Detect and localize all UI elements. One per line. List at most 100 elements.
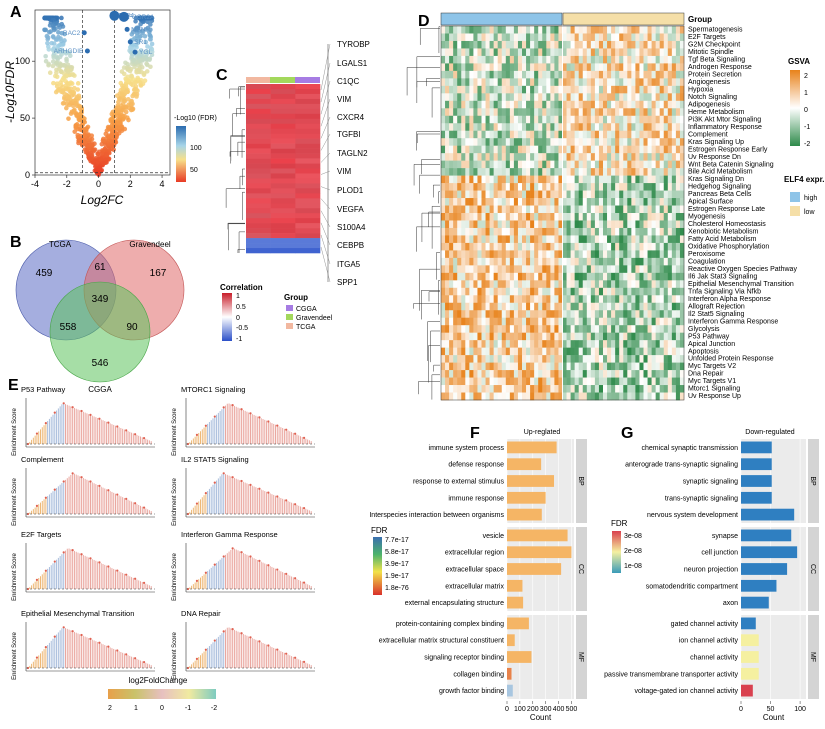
heatmap-d-cell bbox=[627, 205, 632, 214]
heatmap-d-cell bbox=[457, 325, 462, 333]
gsea-plot-y-label: Enrichment Score bbox=[12, 477, 18, 525]
heatmap-d-cell bbox=[651, 145, 656, 154]
heatmap-d-cell bbox=[485, 55, 490, 64]
heatmap-d-cell bbox=[497, 213, 503, 221]
heatmap-d-cell bbox=[546, 48, 551, 57]
heatmap-d-cell bbox=[542, 85, 547, 94]
heatmap-d-cell bbox=[647, 235, 652, 244]
heatmap-d-cell bbox=[526, 190, 531, 199]
heatmap-d-cell bbox=[594, 138, 600, 146]
heatmap-d-cell bbox=[445, 355, 450, 363]
heatmap-d-cell bbox=[457, 265, 462, 274]
heatmap-d-cell bbox=[586, 93, 592, 102]
gsea-plot-y-label: Enrichment Score bbox=[172, 477, 178, 525]
expr-legend-label-low: low bbox=[804, 209, 815, 216]
heatmap-d-cell bbox=[631, 355, 636, 363]
heatmap-d-cell bbox=[594, 317, 600, 326]
heatmap-d-cell bbox=[590, 265, 596, 274]
heatmap-d-cell bbox=[590, 213, 596, 221]
heatmap-d-cell bbox=[570, 175, 575, 184]
heatmap-d-cell bbox=[651, 227, 656, 236]
heatmap-d-cell bbox=[538, 242, 543, 251]
heatmap-d-cell bbox=[530, 325, 535, 333]
heatmap-d-cell bbox=[651, 85, 656, 94]
heatmap-d-cell bbox=[643, 287, 648, 296]
heatmap-d-cell bbox=[453, 385, 458, 393]
heatmap-d-cell bbox=[522, 355, 527, 363]
heatmap-d-cell bbox=[505, 257, 511, 266]
heatmap-d-cell bbox=[465, 355, 470, 363]
heatmap-d-cell bbox=[663, 26, 669, 34]
heatmap-d-cell bbox=[578, 138, 584, 146]
heatmap-d-cell bbox=[473, 340, 478, 348]
heatmap-d-cell bbox=[509, 310, 515, 319]
heatmap-d-cell bbox=[534, 190, 539, 199]
heatmap-d-cell bbox=[501, 325, 507, 333]
heatmap-d-cell bbox=[679, 213, 685, 221]
heatmap-d-cell bbox=[570, 392, 575, 401]
heatmap-d-cell bbox=[526, 198, 531, 206]
gsea-curve-point bbox=[195, 433, 199, 436]
heatmap-d-cell bbox=[566, 220, 571, 229]
heatmap-d-cell bbox=[449, 168, 454, 176]
heatmap-d-cell bbox=[594, 26, 600, 34]
heatmap-d-cell bbox=[562, 295, 567, 304]
heatmap-d-cell bbox=[558, 242, 563, 251]
heatmap-d-cell bbox=[554, 48, 559, 57]
heatmap-d-cell bbox=[675, 325, 681, 333]
heatmap-d-cell bbox=[513, 370, 519, 378]
heatmap-d-cell bbox=[445, 100, 450, 109]
volcano-point bbox=[76, 103, 82, 109]
heatmap-d-cell bbox=[558, 85, 563, 94]
heatmap-d-cell bbox=[473, 93, 478, 102]
heatmap-d-cell bbox=[562, 377, 567, 386]
heatmap-d-cell bbox=[542, 377, 547, 386]
heatmap-d-cell bbox=[574, 295, 579, 304]
heatmap-d-cell bbox=[598, 85, 604, 94]
heatmap-d-cell bbox=[639, 310, 644, 319]
heatmap-d-cell bbox=[505, 235, 511, 244]
gsea-plot-title: P53 Pathway bbox=[21, 385, 65, 394]
heatmap-d-cell bbox=[505, 392, 511, 401]
heatmap-d-cell bbox=[590, 160, 596, 169]
heatmap-d-cell bbox=[522, 93, 527, 102]
gsea-curve-point bbox=[240, 479, 243, 483]
gsea-curve-point bbox=[116, 493, 119, 496]
heatmap-d-cell bbox=[493, 183, 498, 191]
heatmap-d-cell bbox=[611, 362, 616, 371]
heatmap-d-cell bbox=[582, 235, 588, 244]
heatmap-c-cell bbox=[270, 158, 296, 164]
heatmap-d-cell bbox=[607, 325, 612, 333]
heatmap-d-cell bbox=[497, 347, 503, 356]
heatmap-d-cell bbox=[445, 385, 450, 393]
heatmap-c-cell bbox=[270, 93, 296, 100]
heatmap-d-cell bbox=[469, 280, 474, 289]
heatmap-d-pathway-label: Cholesterol Homeostasis bbox=[688, 221, 766, 228]
heatmap-d-cell bbox=[611, 123, 616, 132]
heatmap-d-cell bbox=[489, 153, 494, 161]
heatmap-d-cell bbox=[501, 377, 507, 386]
heatmap-d-cell bbox=[461, 115, 466, 124]
heatmap-c-cell bbox=[295, 193, 321, 199]
heatmap-d-cell bbox=[570, 332, 575, 341]
volcano-point bbox=[145, 50, 151, 55]
heatmap-d-cell bbox=[505, 145, 511, 154]
heatmap-d-cell bbox=[497, 130, 503, 139]
heatmap-d-cell bbox=[627, 70, 632, 79]
heatmap-d-cell bbox=[671, 250, 677, 259]
heatmap-d-cell bbox=[542, 295, 547, 304]
volcano-point bbox=[99, 151, 105, 156]
heatmap-d-cell bbox=[655, 138, 660, 146]
heatmap-d-cell bbox=[505, 317, 511, 326]
heatmap-d-cell bbox=[550, 130, 555, 139]
heatmap-c-cell bbox=[246, 93, 271, 100]
heatmap-d-cell bbox=[461, 175, 466, 184]
heatmap-d-cell bbox=[603, 63, 608, 72]
heatmap-d-cell bbox=[469, 265, 474, 274]
heatmap-d-cell bbox=[513, 220, 519, 229]
heatmap-d-cell bbox=[477, 33, 482, 42]
heatmap-d-cell bbox=[542, 183, 547, 191]
heatmap-d-cell bbox=[522, 280, 527, 289]
heatmap-d-cell bbox=[501, 332, 507, 341]
